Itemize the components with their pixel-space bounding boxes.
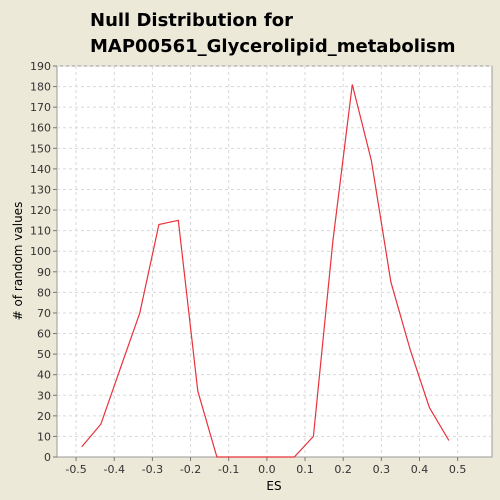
y-tick-label: 20 — [37, 410, 51, 423]
y-axis-label: # of random values — [11, 202, 25, 321]
y-tick-label: 180 — [30, 81, 51, 94]
x-tick-label: -0.2 — [180, 463, 201, 476]
y-tick-label: 10 — [37, 430, 51, 443]
y-tick-label: 90 — [37, 266, 51, 279]
chart-title-line-2: MAP00561_Glycerolipid_metabolism — [90, 36, 456, 57]
y-tick-label: 190 — [30, 60, 51, 73]
y-tick-label: 160 — [30, 122, 51, 135]
x-tick-label: 0.4 — [411, 463, 429, 476]
x-tick-label: 0.5 — [449, 463, 467, 476]
chart-title: Null Distribution for MAP00561_Glyceroli… — [90, 8, 490, 60]
y-tick-label: 120 — [30, 204, 51, 217]
y-tick-label: 0 — [44, 451, 51, 464]
x-tick-label: -0.3 — [142, 463, 163, 476]
y-tick-label: 170 — [30, 101, 51, 114]
series-line — [81, 84, 450, 458]
y-tick-label: 70 — [37, 307, 51, 320]
x-tick-label: -0.1 — [218, 463, 239, 476]
y-tick-label: 130 — [30, 183, 51, 196]
x-tick-label: 0.0 — [258, 463, 276, 476]
y-tick-label: 80 — [37, 286, 51, 299]
chart-title-line-1: Null Distribution for — [90, 10, 293, 31]
y-tick-label: 30 — [37, 389, 51, 402]
y-tick-label: 110 — [30, 225, 51, 238]
x-tick-label: 0.1 — [296, 463, 314, 476]
y-tick-label: 40 — [37, 369, 51, 382]
series-layer — [81, 84, 450, 458]
x-tick-label: 0.2 — [334, 463, 352, 476]
y-tick-label: 150 — [30, 142, 51, 155]
x-tick-label: -0.5 — [65, 463, 86, 476]
grid — [57, 65, 492, 457]
y-tick-label: 50 — [37, 348, 51, 361]
y-tick-label: 140 — [30, 163, 51, 176]
x-axis-label: ES — [266, 479, 281, 493]
x-tick-label: -0.4 — [104, 463, 125, 476]
y-tick-label: 100 — [30, 245, 51, 258]
axes: 0 10 20 30 40 50 60 70 80 90 100 110 120 130 140 150 160… — [30, 60, 466, 476]
x-tick-label: 0.3 — [373, 463, 391, 476]
y-tick-label: 60 — [37, 328, 51, 341]
